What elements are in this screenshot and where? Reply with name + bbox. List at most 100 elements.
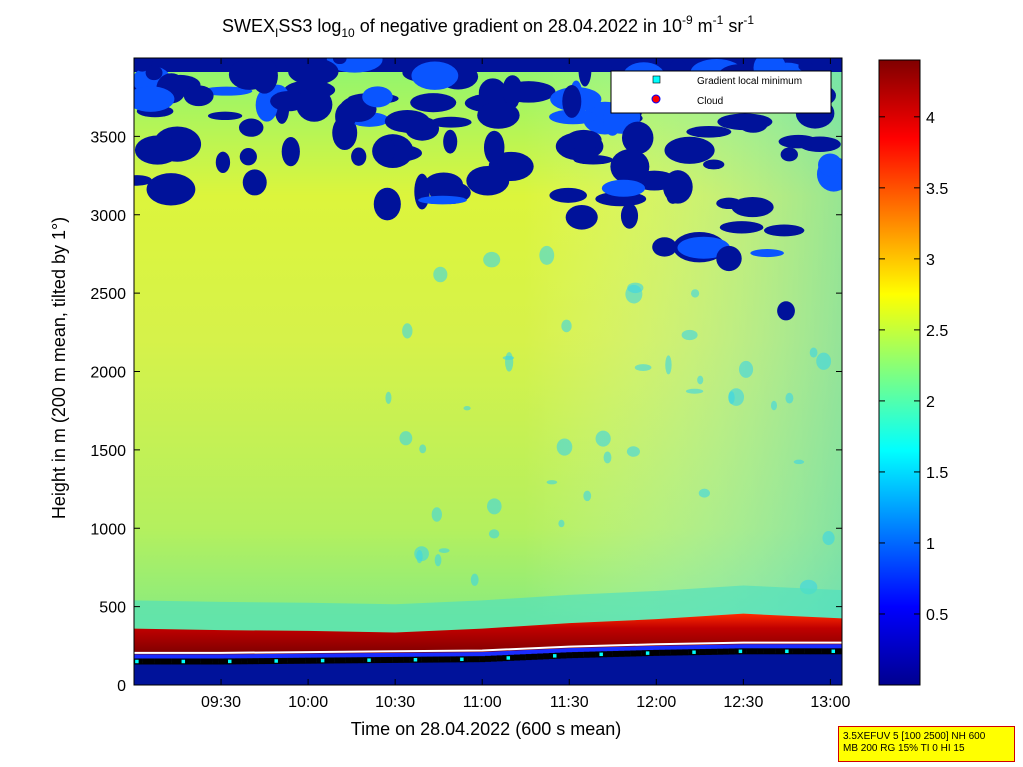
upper-patch xyxy=(183,85,214,107)
upper-patch xyxy=(418,195,467,205)
upper-patch xyxy=(750,249,784,258)
colorbar-tick-label: 0.5 xyxy=(926,607,948,624)
upper-patch xyxy=(362,86,393,108)
mid-streak xyxy=(665,355,672,375)
upper-patch xyxy=(686,125,732,138)
gradient-min-marker xyxy=(490,655,497,662)
gradient-min-marker-cyan xyxy=(459,657,465,662)
upper-patch xyxy=(424,172,464,197)
upper-patch xyxy=(296,87,333,122)
gradient-min-marker-cyan xyxy=(831,649,836,654)
gradient-min-marker-cyan xyxy=(227,659,233,664)
upper-patch xyxy=(384,110,430,133)
mid-streak xyxy=(488,529,500,539)
gradient-min-marker xyxy=(740,648,747,655)
gradient-min-marker xyxy=(461,656,468,663)
blue-band xyxy=(134,644,842,662)
gradient-min-marker xyxy=(339,657,346,664)
gradient-min-marker xyxy=(514,654,521,661)
mid-streak xyxy=(685,388,704,394)
gradient-min-marker xyxy=(612,650,619,657)
gradient-min-marker-cyan xyxy=(645,650,650,656)
mid-streak xyxy=(785,392,794,404)
gradient-min-marker xyxy=(322,657,329,664)
upper-patch xyxy=(778,134,818,149)
gradient-min-marker xyxy=(467,656,474,663)
gradient-min-marker xyxy=(815,648,822,655)
gradient-min-marker xyxy=(543,653,550,660)
boundary-layer-bands xyxy=(134,585,842,685)
gradient-min-marker xyxy=(751,648,758,655)
upper-patch xyxy=(719,221,764,234)
gradient-min-marker xyxy=(566,652,573,659)
colorbar-tick-label: 1 xyxy=(926,536,935,553)
mid-streak xyxy=(691,289,700,298)
gradient-min-marker xyxy=(438,656,445,663)
y-axis: 0 500 1000 1500 2000 2500 3000 3500 xyxy=(90,129,842,695)
gradient-min-marker xyxy=(357,657,364,664)
gradient-min-marker xyxy=(757,648,764,655)
gradient-min-marker xyxy=(519,654,526,661)
colorbar-tick-label: 2 xyxy=(926,394,935,411)
gradient-min-marker-cyan xyxy=(320,658,325,663)
gradient-min-marker xyxy=(287,657,294,664)
upper-patch xyxy=(251,58,278,94)
legend-label-gradient-minimum: Gradient local minimum xyxy=(697,76,802,87)
gradient-min-marker xyxy=(839,648,842,655)
mid-streak xyxy=(483,251,501,268)
upper-patch xyxy=(578,58,592,87)
legend-box xyxy=(610,70,832,114)
gradient-min-marker xyxy=(717,648,724,655)
mid-streak xyxy=(603,451,612,464)
mid-streak xyxy=(470,573,479,586)
gradient-min-marker xyxy=(293,657,300,664)
gradient-min-marker xyxy=(142,658,149,665)
gradient-min-marker xyxy=(496,655,503,662)
info-line-1: 3.5XEFUV 5 [100 2500] NH 600 xyxy=(843,731,986,742)
upper-patch xyxy=(483,130,505,165)
gradient-min-marker xyxy=(258,658,265,665)
upper-patch xyxy=(410,93,457,113)
processing-info-box: 3.5XEFUV 5 [100 2500] NH 600 MB 200 RG 1… xyxy=(838,726,1015,762)
gradient-min-marker xyxy=(827,648,834,655)
upper-patch xyxy=(716,197,742,210)
upper-patch xyxy=(145,65,163,81)
x-tick-label: 09:30 xyxy=(201,694,241,711)
gradient-min-marker xyxy=(618,650,625,657)
upper-patch xyxy=(411,61,459,90)
gradient-min-marker xyxy=(397,656,404,663)
gradient-min-marker xyxy=(218,658,225,665)
gradient-min-marker-cyan xyxy=(598,652,604,657)
colorbar-tick-label: 3.5 xyxy=(926,181,948,198)
gradient-min-marker-cyan xyxy=(134,659,140,664)
gradient-min-marker xyxy=(728,648,735,655)
colorbar-tick-label: 2.5 xyxy=(926,323,948,340)
gradient-min-marker xyxy=(403,656,410,663)
gradient-min-marker xyxy=(786,648,793,655)
gradient-min-marker xyxy=(606,651,613,658)
y-tick-label: 2000 xyxy=(90,365,126,382)
gradient-min-marker xyxy=(641,650,648,657)
upper-patch xyxy=(549,187,587,203)
gradient-min-marker xyxy=(455,656,462,663)
gradient-min-marker xyxy=(345,657,352,664)
gradient-min-marker-cyan xyxy=(413,657,418,662)
gradient-min-marker xyxy=(171,658,178,665)
mid-streak xyxy=(626,446,640,457)
mid-streak xyxy=(487,498,502,515)
y-tick-label: 3500 xyxy=(90,129,126,146)
gradient-min-marker xyxy=(235,658,242,665)
mid-streak xyxy=(809,347,818,358)
x-tick-label: 12:30 xyxy=(723,694,763,711)
gradient-min-marker xyxy=(676,649,683,656)
gradient-min-marker xyxy=(392,656,399,663)
upper-patch xyxy=(443,129,458,154)
gradient-min-marker xyxy=(624,650,631,657)
gradient-min-marker xyxy=(577,651,584,658)
gradient-min-marker xyxy=(154,658,161,665)
x-tick-label: 10:30 xyxy=(375,694,415,711)
y-tick-label: 1000 xyxy=(90,521,126,538)
gradient-min-marker xyxy=(595,651,602,658)
upper-patch xyxy=(763,224,805,237)
